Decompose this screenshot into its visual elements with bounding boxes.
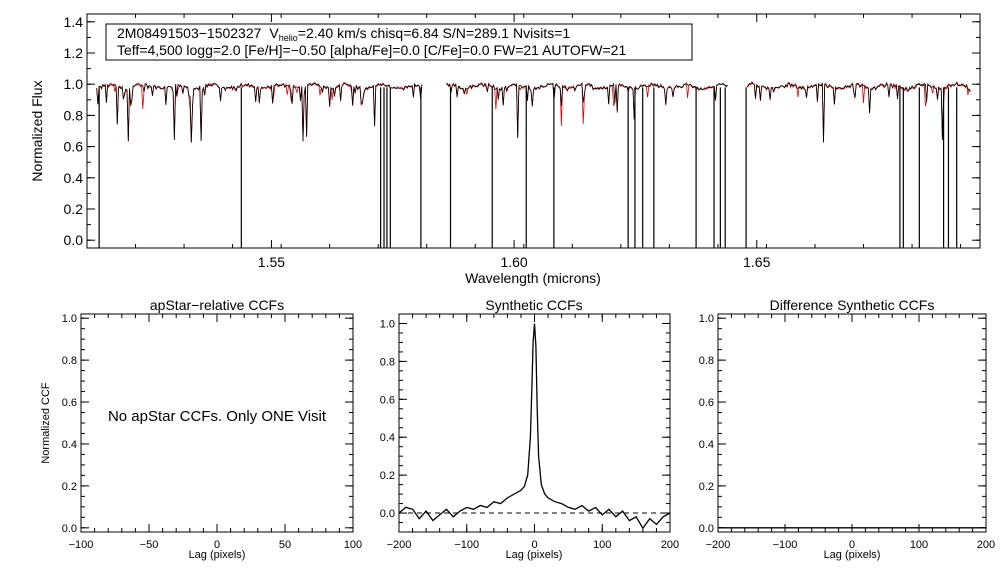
difference-ccf-y-tick-label: 0.2 (699, 481, 714, 493)
info-line-1: 2M08491503−1502327 Vhelio=2.40 km/s chisq… (117, 25, 570, 43)
info-line-2: Teff=4,500 logg=2.0 [Fe/H]=−0.50 [alpha/… (117, 42, 626, 58)
spectrum-x-tick-label: 1.55 (258, 254, 285, 270)
synthetic-ccf-series-line (398, 323, 671, 530)
spectrum-y-tick-label: 0.6 (64, 139, 84, 155)
spectrum-ticks: 1.55 1.60 1.65 0.0 0.2 0.4 0.6 0.8 1.0 1.2 1.4 (64, 14, 980, 270)
difference-ccf-x-tick-label: −100 (773, 539, 798, 551)
apstar-ccf-x-tick-label: 0 (214, 539, 220, 551)
synthetic-ccf-ticks: −200 −100 0 100 200 0.0 0.2 0.4 0.6 0.8 1.0 (380, 313, 679, 551)
synthetic-ccf-y-tick-label: 1.0 (380, 318, 395, 330)
synthetic-ccf-x-axis-title: Lag (pixels) (506, 549, 563, 561)
no-ccf-annotation: No apStar CCFs. Only ONE Visit (108, 408, 327, 425)
difference-ccf-y-tick-label: 0.6 (699, 397, 714, 409)
spectrum-y-tick-label: 1.2 (64, 45, 84, 61)
synthetic-ccf-axes-frame (398, 313, 671, 533)
info-box (105, 23, 693, 61)
apstar-ccf-y-tick-label: 1.0 (62, 313, 77, 325)
vhelio-subscript: helio (279, 33, 298, 43)
spectrum-y-tick-label: 0.4 (64, 170, 84, 186)
spectrum-x-axis-title: Wavelength (microns) (465, 270, 601, 286)
difference-ccf-title: Difference Synthetic CCFs (770, 297, 935, 313)
synthetic-ccf-y-tick-label: 0.0 (380, 508, 395, 520)
spectrum-y-tick-label: 0.8 (64, 107, 84, 123)
apstar-ccf-x-tick-label: −50 (140, 539, 159, 551)
apstar-ccf-x-axis-title: Lag (pixels) (189, 549, 246, 561)
synthetic-spectrum-line (446, 81, 728, 137)
synthetic-ccf-y-tick-label: 0.2 (380, 470, 395, 482)
apstar-ccf-x-tick-label: −100 (69, 539, 94, 551)
apstar-ccf-y-tick-label: 0.8 (62, 355, 77, 367)
apstar-ccf-y-tick-label: 0.0 (62, 523, 77, 535)
difference-ccf-y-tick-label: 1.0 (699, 313, 714, 325)
apstar-ccf-y-axis-title: Normalized CCF (40, 382, 52, 464)
synthetic-spectrum-line (746, 80, 971, 142)
apstar-ccf-x-tick-label: 100 (344, 539, 362, 551)
stats-text: =2.40 km/s chisq=6.84 S/N=289.1 Nvisits=… (298, 25, 571, 41)
difference-ccf-axes-frame (717, 313, 987, 533)
spectrum-y-tick-label: 1.4 (64, 14, 84, 30)
spectrum-y-tick-label: 1.0 (64, 76, 84, 92)
difference-ccf-ticks: −200 −100 0 100 200 0.0 0.2 0.4 0.6 0.8 1.0 (699, 313, 995, 551)
observed-spectrum-line (445, 82, 728, 139)
difference-ccf-x-axis-title: Lag (pixels) (824, 549, 881, 561)
synthetic-ccf-x-tick-label: −200 (387, 539, 412, 551)
apstar-ccf-x-tick-label: 50 (279, 539, 291, 551)
synthetic-ccf-panel: −200 −100 0 100 200 0.0 0.2 0.4 0.6 0.8 1.0 Synthe… (380, 297, 679, 561)
apstar-ccf-y-tick-label: 0.4 (62, 439, 77, 451)
difference-ccf-panel: −200 −100 0 100 200 0.0 0.2 0.4 0.6 0.8 1.0 Differ… (699, 297, 995, 561)
observed-spectrum-series (96, 82, 971, 248)
observed-spectrum-line (96, 82, 423, 143)
synthetic-ccf-x-tick-label: 0 (531, 539, 537, 551)
spectrum-panel: 1.55 1.60 1.65 0.0 0.2 0.4 0.6 0.8 1.0 1.2 1.4 2M0… (29, 13, 981, 286)
apstar-ccf-y-tick-label: 0.2 (62, 481, 77, 493)
synthetic-ccf-x-tick-label: −100 (454, 539, 479, 551)
synthetic-ccf-x-tick-label: 200 (661, 539, 679, 551)
synthetic-spectrum-line (96, 81, 423, 143)
spectrum-y-tick-label: 0.2 (64, 201, 84, 217)
spectrum-x-tick-label: 1.60 (500, 254, 527, 270)
synthetic-ccf-y-tick-label: 0.4 (380, 432, 395, 444)
apstar-ccf-y-tick-label: 0.6 (62, 397, 77, 409)
synthetic-ccf-y-tick-label: 0.8 (380, 356, 395, 368)
synthetic-ccf-y-tick-label: 0.6 (380, 394, 395, 406)
star-id-text: 2M08491503−1502327 (117, 25, 262, 41)
difference-ccf-y-tick-label: 0.4 (699, 439, 714, 451)
difference-ccf-y-tick-label: 0.0 (699, 523, 714, 535)
apstar-ccf-title: apStar−relative CCFs (150, 297, 284, 313)
difference-ccf-x-tick-label: −200 (706, 539, 731, 551)
spectrum-y-tick-label: 0.0 (64, 232, 84, 248)
difference-ccf-y-tick-label: 0.8 (699, 355, 714, 367)
vhelio-label: V (269, 25, 279, 41)
synthetic-ccf-x-tick-label: 100 (593, 539, 611, 551)
difference-ccf-x-tick-label: 100 (910, 539, 928, 551)
apstar-ccf-ticks: −100 −50 0 50 100 0.0 0.2 0.4 0.6 0.8 1.0 (62, 313, 362, 551)
synthetic-ccf-title: Synthetic CCFs (485, 297, 582, 313)
spectrum-x-tick-label: 1.65 (743, 254, 770, 270)
observed-spectrum-line (746, 82, 971, 143)
difference-ccf-x-tick-label: 0 (849, 539, 855, 551)
apstar-ccf-panel: −100 −50 0 50 100 0.0 0.2 0.4 0.6 0.8 1.0 apStar−r… (40, 297, 362, 561)
difference-ccf-x-tick-label: 200 (977, 539, 995, 551)
spectrum-y-axis-title: Normalized Flux (29, 80, 45, 181)
